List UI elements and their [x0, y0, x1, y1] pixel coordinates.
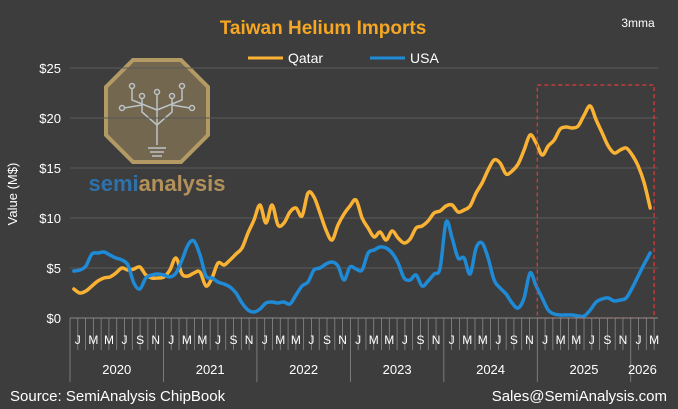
x-tick-label: M	[275, 333, 285, 347]
contact-email: Sales@SemiAnalysis.com	[492, 388, 667, 405]
x-tick-label: M	[649, 333, 659, 347]
series-line-qatar	[72, 104, 652, 295]
logo-text-b: analysis	[139, 171, 226, 196]
x-tick-label: J	[262, 333, 268, 347]
x-tick-label: J	[122, 333, 128, 347]
x-tick-label: N	[245, 333, 254, 347]
x-tick-label: J	[75, 333, 81, 347]
x-tick-label: S	[510, 333, 518, 347]
x-tick-label: J	[589, 333, 595, 347]
x-year-label: 2022	[289, 362, 318, 377]
logo-text-a: semi	[89, 171, 139, 196]
x-tick-label: J	[636, 333, 642, 347]
x-tick-label: J	[308, 333, 314, 347]
series-lines	[72, 104, 652, 319]
x-tick-label: S	[136, 333, 144, 347]
x-tick-label: N	[432, 333, 441, 347]
x-axis: J M M J S N J M M J S N J M M J S N J M M J S N J M M J S N J M M J S N J M20…	[69, 317, 659, 382]
x-tick-label: N	[525, 333, 534, 347]
x-tick-label: M	[104, 333, 114, 347]
x-tick-label: M	[88, 333, 98, 347]
x-tick-label: N	[151, 333, 160, 347]
chart-title: Taiwan Helium Imports	[220, 18, 427, 39]
x-tick-label: M	[571, 333, 581, 347]
x-tick-label: M	[369, 333, 379, 347]
x-tick-label: M	[384, 333, 394, 347]
x-year-label: 2023	[383, 362, 412, 377]
x-tick-label: M	[182, 333, 192, 347]
x-tick-label: J	[449, 333, 455, 347]
y-tick-label: $20	[39, 111, 61, 126]
x-year-label: 2026	[628, 362, 657, 377]
semianalysis-logo: semianalysis	[89, 58, 226, 196]
x-tick-label: S	[323, 333, 331, 347]
x-tick-label: S	[230, 333, 238, 347]
x-year-label: 2025	[570, 362, 599, 377]
x-tick-label: S	[603, 333, 611, 347]
source-note: Source: SemiAnalysis ChipBook	[10, 388, 226, 405]
chart-note: 3mma	[621, 16, 655, 30]
logo-text: semianalysis	[89, 171, 226, 196]
x-tick-label: N	[338, 333, 347, 347]
x-tick-label: J	[495, 333, 501, 347]
x-tick-label: M	[291, 333, 301, 347]
x-tick-label: M	[197, 333, 207, 347]
chip-tree-lines	[118, 82, 196, 157]
y-axis-label: Value (M$)	[5, 163, 20, 226]
x-tick-label: M	[462, 333, 472, 347]
y-tick-label: $10	[39, 211, 61, 226]
x-tick-label: J	[355, 333, 361, 347]
series-line-usa	[72, 219, 652, 319]
x-tick-label: S	[416, 333, 424, 347]
x-year-label: 2024	[476, 362, 505, 377]
legend-label-qatar: Qatar	[288, 50, 323, 66]
legend: Qatar USA	[248, 50, 439, 66]
y-tick-label: $15	[39, 161, 61, 176]
y-tick-label: $0	[47, 311, 61, 326]
x-tick-label: M	[478, 333, 488, 347]
legend-label-usa: USA	[410, 50, 439, 66]
x-tick-label: J	[402, 333, 408, 347]
x-year-label: 2020	[102, 362, 131, 377]
x-tick-label: M	[556, 333, 566, 347]
y-tick-label: $5	[47, 261, 61, 276]
x-tick-label: J	[215, 333, 221, 347]
x-tick-label: N	[619, 333, 628, 347]
x-tick-label: J	[168, 333, 174, 347]
x-tick-label: J	[542, 333, 548, 347]
y-tick-label: $25	[39, 61, 61, 76]
x-year-label: 2021	[196, 362, 225, 377]
